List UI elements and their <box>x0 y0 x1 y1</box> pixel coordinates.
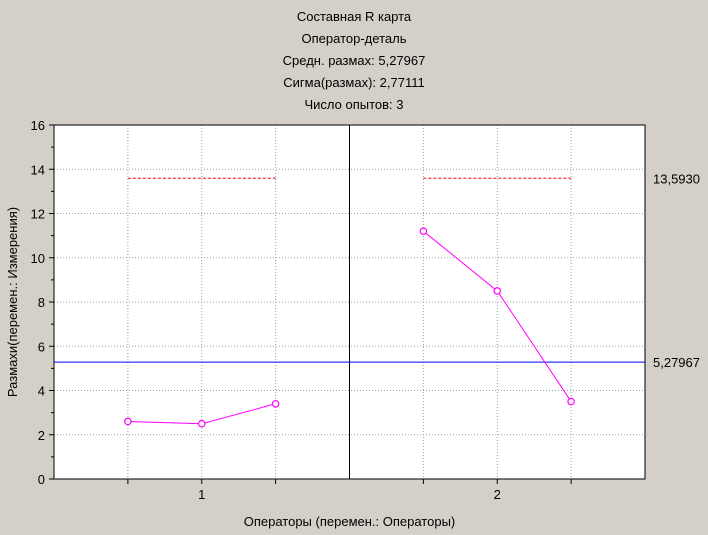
x-group-label: 1 <box>198 487 205 502</box>
y-tick-label: 14 <box>31 162 45 177</box>
data-point <box>197 419 206 428</box>
sigma-range-text: Сигма(размах): 2,77111 <box>283 75 425 90</box>
y-tick-label: 4 <box>38 384 45 399</box>
y-tick-label: 0 <box>38 472 45 487</box>
y-tick-label: 12 <box>31 207 45 222</box>
data-point <box>419 227 428 236</box>
data-point <box>271 399 280 408</box>
chart-subtitle: Оператор-деталь <box>301 31 407 46</box>
y-tick-label: 10 <box>31 251 45 266</box>
y-tick-label: 16 <box>31 118 45 133</box>
y-tick-label: 6 <box>38 339 45 354</box>
y-tick-label: 8 <box>38 295 45 310</box>
data-point <box>493 287 502 295</box>
center-line-label: 5,27967 <box>653 355 700 370</box>
x-axis-title: Операторы (перемен.: Операторы) <box>244 514 456 529</box>
y-axis-title: Размахи(перемен.: Измерения) <box>5 207 20 397</box>
upper-control-limit-label: 13,5930 <box>653 171 700 186</box>
chart-title: Составная R карта <box>296 9 412 24</box>
data-point <box>124 417 132 426</box>
mean-range-text: Средн. размах: 5,27967 <box>282 53 426 68</box>
data-point <box>567 397 575 406</box>
x-group-label: 2 <box>494 487 501 502</box>
trials-count-text: Число опытов: 3 <box>304 97 404 112</box>
y-tick-label: 2 <box>38 428 45 443</box>
